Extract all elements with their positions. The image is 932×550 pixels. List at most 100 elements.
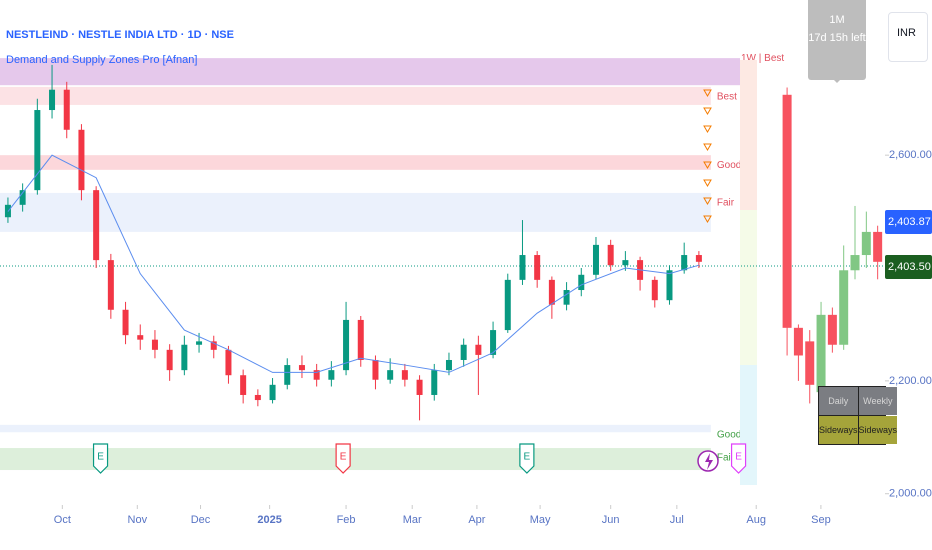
candle-body	[873, 231, 883, 262]
zone	[0, 192, 711, 232]
candle-body	[827, 314, 837, 345]
candle-body	[592, 244, 599, 275]
candle-body	[651, 279, 658, 301]
candle-body	[563, 290, 570, 305]
candle-body	[298, 365, 305, 371]
x-tick-label: Dec	[191, 514, 211, 526]
htf-band	[740, 210, 757, 365]
zone-arrow	[703, 197, 712, 205]
candle-body	[210, 341, 217, 350]
candle-body	[34, 110, 41, 191]
zone-arrow	[703, 161, 712, 169]
price-box	[885, 255, 932, 279]
x-tick-label: Feb	[337, 514, 356, 526]
candle-body	[343, 319, 350, 371]
candle-body	[578, 274, 585, 291]
zone-arrow	[703, 143, 712, 151]
x-tick-label: Nov	[128, 514, 148, 526]
event-marker	[730, 443, 747, 474]
lightning	[705, 453, 713, 470]
candle-body	[181, 344, 188, 371]
event-label: E	[735, 452, 742, 463]
zone	[0, 86, 711, 105]
candle-body	[445, 359, 452, 371]
zone-arrow	[703, 215, 712, 223]
table-header: Weekly	[858, 387, 898, 415]
candle-body	[328, 370, 335, 380]
candle-body	[460, 344, 467, 360]
candle-body	[93, 190, 100, 261]
candle-body	[839, 270, 849, 345]
candle-body	[401, 370, 408, 380]
candle-body	[695, 255, 702, 262]
chart-title: NESTLEIND · NESTLE INDIA LTD · 1D · NSE	[6, 29, 234, 41]
timeframe-tooltip: 1M 17d 15h left	[808, 0, 866, 83]
candle-body	[19, 190, 26, 205]
zone-arrow	[703, 125, 712, 133]
candle-body	[504, 279, 511, 331]
zone-label: Best	[717, 92, 737, 103]
candle-body	[850, 255, 860, 271]
x-tick-label: May	[530, 514, 551, 526]
moving-average	[7, 154, 700, 373]
x-tick-label: Oct	[54, 514, 71, 526]
candle-body	[269, 384, 276, 401]
candle-body	[196, 341, 203, 345]
candle-body	[681, 255, 688, 271]
zone-arrow	[703, 179, 712, 187]
candle-body	[431, 370, 438, 395]
candle-body	[475, 344, 482, 355]
x-tick-label: Aug	[746, 514, 766, 526]
candle-body	[490, 330, 497, 355]
event-label: E	[97, 452, 104, 463]
candle-body	[519, 255, 526, 280]
y-tick-label: 2,200.00	[889, 375, 932, 387]
table-cell: Sideways	[819, 416, 858, 444]
y-tick-label: 2,000.00	[889, 488, 932, 500]
event-label: E	[524, 452, 531, 463]
candle-body	[122, 309, 129, 336]
event-marker	[92, 443, 109, 474]
event-marker	[335, 443, 351, 474]
candle-body	[357, 319, 364, 360]
indicator-name: Demand and Supply Zones Pro [Afnan]	[6, 54, 198, 66]
x-tick-label: Apr	[468, 514, 485, 526]
candle-body	[240, 375, 247, 395]
y-tick-label: 2,600.00	[889, 149, 932, 161]
candle-body	[387, 370, 394, 380]
candle-body	[284, 365, 291, 385]
candle-body	[372, 359, 379, 380]
candle-body	[225, 349, 232, 376]
candle-body	[793, 327, 803, 356]
candle-body	[254, 394, 261, 401]
candle-body	[548, 279, 555, 305]
candle-body	[151, 339, 158, 350]
candle-body	[416, 379, 423, 395]
x-tick-label: Mar	[403, 514, 422, 526]
x-tick-label: Jul	[670, 514, 684, 526]
x-tick-label: Sep	[811, 514, 831, 526]
candle-body	[666, 270, 673, 301]
currency-button[interactable]: INR	[888, 12, 928, 62]
table-cell: Sideways	[858, 416, 898, 444]
candle-body	[805, 341, 815, 385]
zone-label: Good	[717, 430, 741, 441]
candle-body	[861, 231, 871, 256]
x-tick-label: Jun	[602, 514, 620, 526]
zone-arrow	[703, 107, 712, 115]
zone-label: 1W | Best	[741, 53, 784, 64]
zone	[0, 155, 711, 170]
zone-arrow	[703, 89, 712, 97]
candle-body	[607, 244, 614, 266]
price-label: 2,403.50	[888, 261, 931, 273]
tooltip-timeframe: 1M	[829, 14, 845, 26]
trend-table: Daily Weekly Sideways Sideways	[818, 386, 898, 445]
event-label: E	[340, 452, 347, 463]
candle-body	[137, 335, 144, 340]
price-label: 2,403.87	[888, 216, 931, 228]
zone-label: Fair	[717, 198, 735, 209]
candle-body	[49, 89, 56, 111]
candle-body	[63, 89, 70, 130]
